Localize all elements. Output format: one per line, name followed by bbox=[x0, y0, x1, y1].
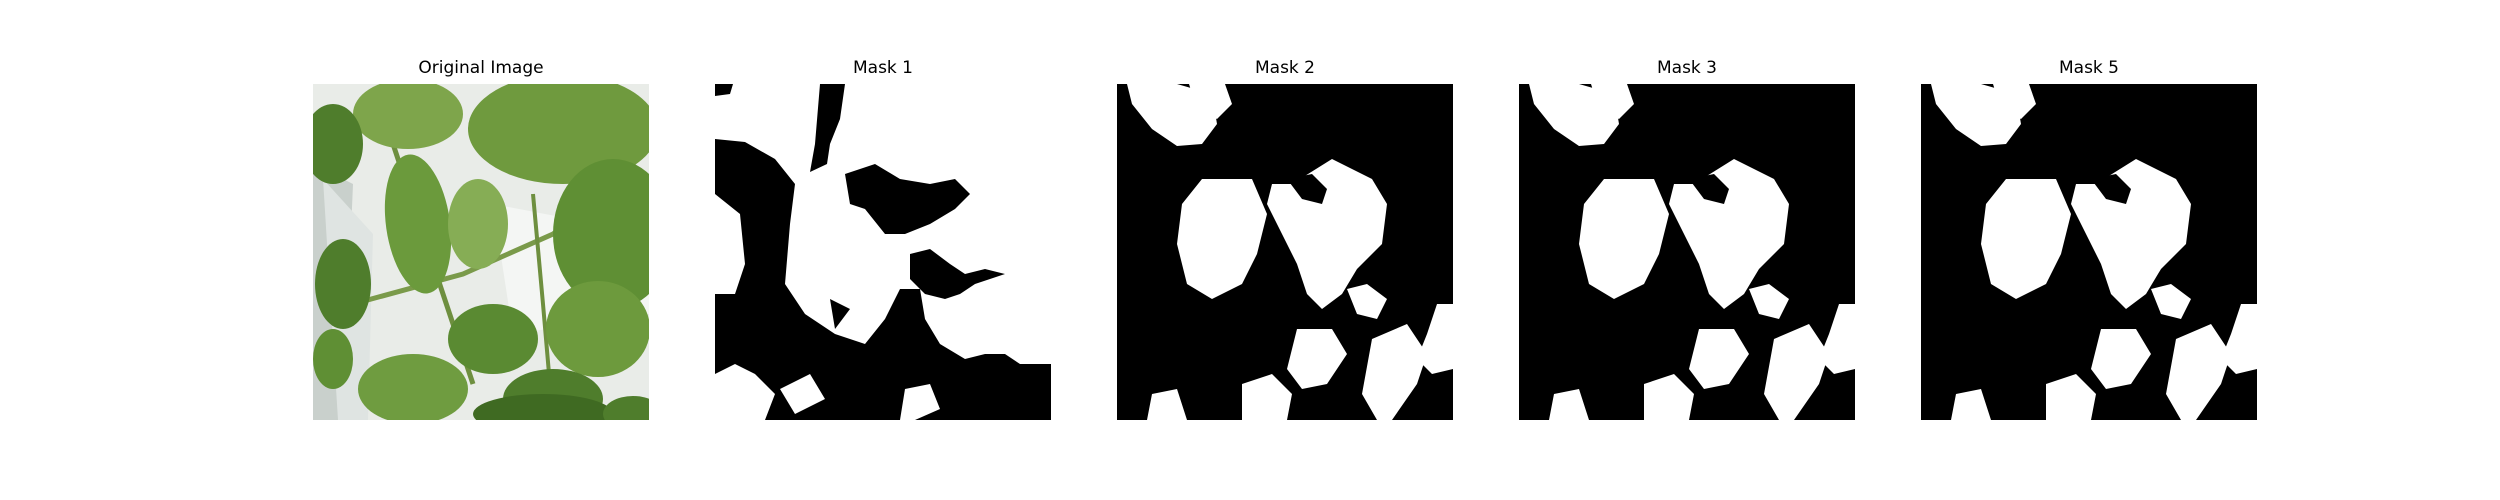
mask2-image bbox=[1117, 84, 1453, 420]
panel-title-original: Original Image bbox=[418, 58, 544, 78]
mask1-shape bbox=[715, 84, 1051, 420]
panel-title-mask1: Mask 1 bbox=[852, 58, 913, 78]
plant-photo-illustration bbox=[313, 84, 649, 420]
mask2-shape bbox=[1117, 84, 1453, 420]
panel-mask3: Mask 3 bbox=[1519, 0, 1855, 500]
mask3-shape bbox=[1519, 84, 1855, 420]
panel-mask5: Mask 5 bbox=[1921, 0, 2257, 500]
panel-title-mask2: Mask 2 bbox=[1254, 58, 1315, 78]
mask1-image bbox=[715, 84, 1051, 420]
panel-original: Original Image bbox=[313, 0, 649, 500]
panel-mask2: Mask 2 bbox=[1117, 0, 1453, 500]
mask3-image bbox=[1519, 84, 1855, 420]
panel-mask1: Mask 1 bbox=[715, 0, 1051, 500]
panel-title-mask5: Mask 5 bbox=[2058, 58, 2119, 78]
panel-title-mask3: Mask 3 bbox=[1656, 58, 1717, 78]
mask5-shape bbox=[1921, 84, 2257, 420]
mask5-image bbox=[1921, 84, 2257, 420]
original-photo bbox=[313, 84, 649, 420]
